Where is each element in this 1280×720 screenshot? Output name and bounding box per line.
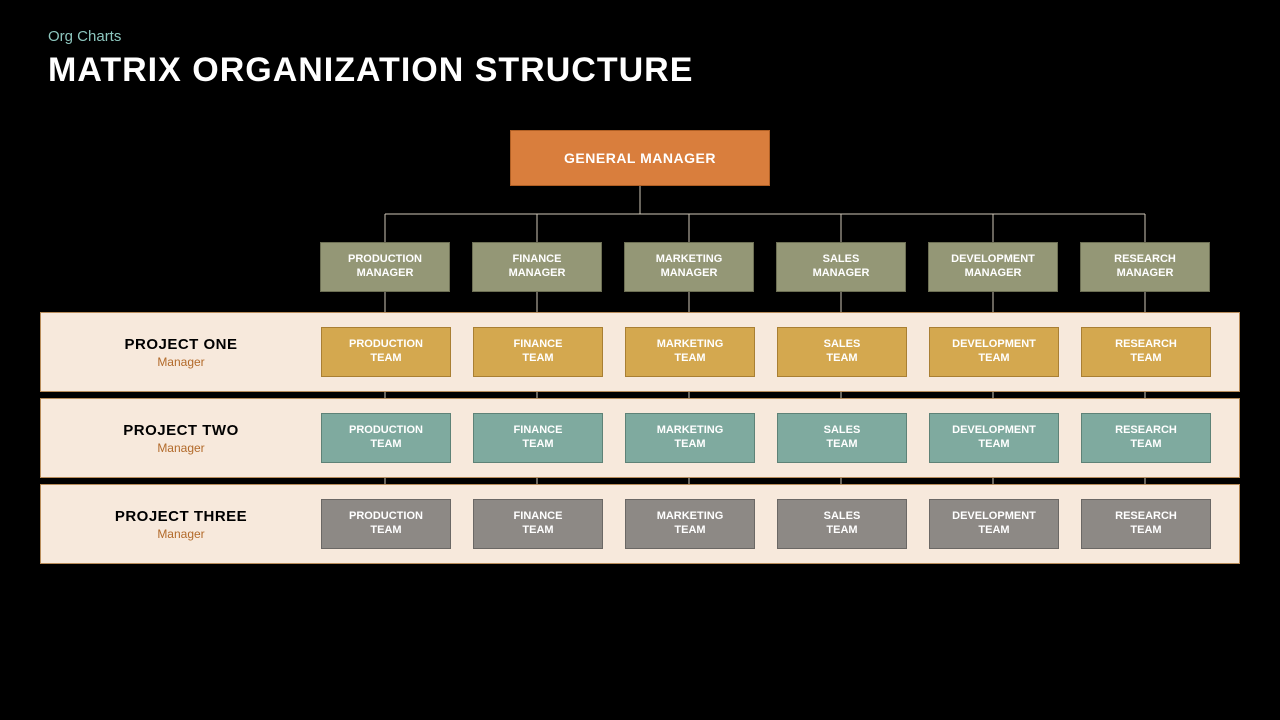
team-list: PRODUCTION TEAM FINANCE TEAM MARKETING TEA… bbox=[321, 499, 1211, 549]
page-title: MATRIX ORGANIZATION STRUCTURE bbox=[48, 51, 1280, 90]
project-name: PROJECT TWO bbox=[123, 422, 239, 439]
project-row: PROJECT TWO Manager PRODUCTION TEAM FINANCE… bbox=[40, 398, 1240, 478]
project-rows: PROJECT ONE Manager PRODUCTION TEAM FINANCE… bbox=[40, 312, 1240, 570]
general-manager-node: GENERAL MANAGER bbox=[510, 130, 770, 186]
team-node: MARKETING TEAM bbox=[625, 413, 755, 463]
team-node: SALES TEAM bbox=[777, 499, 907, 549]
project-row: PROJECT ONE Manager PRODUCTION TEAM FINANCE… bbox=[40, 312, 1240, 392]
team-node: PRODUCTION TEAM bbox=[321, 499, 451, 549]
team-node: MARKETING TEAM bbox=[625, 327, 755, 377]
project-role: Manager bbox=[157, 527, 204, 541]
team-node: FINANCE TEAM bbox=[473, 327, 603, 377]
header: Org Charts MATRIX ORGANIZATION STRUCTURE bbox=[0, 0, 1280, 90]
team-node: RESEARCH TEAM bbox=[1081, 499, 1211, 549]
department-manager-node: PRODUCTION MANAGER bbox=[320, 242, 450, 292]
project-row: PROJECT THREE Manager PRODUCTION TEAM FINAN… bbox=[40, 484, 1240, 564]
department-manager-node: FINANCE MANAGER bbox=[472, 242, 602, 292]
kicker-text: Org Charts bbox=[48, 28, 1280, 45]
project-label: PROJECT ONE Manager bbox=[41, 313, 321, 391]
team-node: MARKETING TEAM bbox=[625, 499, 755, 549]
team-node: SALES TEAM bbox=[777, 413, 907, 463]
team-list: PRODUCTION TEAM FINANCE TEAM MARKETING TEA… bbox=[321, 327, 1211, 377]
project-label: PROJECT TWO Manager bbox=[41, 399, 321, 477]
team-node: RESEARCH TEAM bbox=[1081, 413, 1211, 463]
project-role: Manager bbox=[157, 355, 204, 369]
project-role: Manager bbox=[157, 441, 204, 455]
department-manager-node: MARKETING MANAGER bbox=[624, 242, 754, 292]
team-node: RESEARCH TEAM bbox=[1081, 327, 1211, 377]
project-name: PROJECT THREE bbox=[115, 508, 247, 525]
department-manager-node: DEVELOPMENT MANAGER bbox=[928, 242, 1058, 292]
team-list: PRODUCTION TEAM FINANCE TEAM MARKETING TEA… bbox=[321, 413, 1211, 463]
project-name: PROJECT ONE bbox=[124, 336, 237, 353]
team-node: DEVELOPMENT TEAM bbox=[929, 413, 1059, 463]
project-label: PROJECT THREE Manager bbox=[41, 485, 321, 563]
team-node: SALES TEAM bbox=[777, 327, 907, 377]
team-node: DEVELOPMENT TEAM bbox=[929, 327, 1059, 377]
general-manager-label: GENERAL MANAGER bbox=[564, 150, 716, 166]
team-node: DEVELOPMENT TEAM bbox=[929, 499, 1059, 549]
team-node: FINANCE TEAM bbox=[473, 413, 603, 463]
team-node: PRODUCTION TEAM bbox=[321, 413, 451, 463]
team-node: PRODUCTION TEAM bbox=[321, 327, 451, 377]
department-manager-node: RESEARCH MANAGER bbox=[1080, 242, 1210, 292]
team-node: FINANCE TEAM bbox=[473, 499, 603, 549]
department-manager-node: SALES MANAGER bbox=[776, 242, 906, 292]
department-manager-row: PRODUCTION MANAGER FINANCE MANAGER MARKETI… bbox=[320, 242, 1210, 292]
